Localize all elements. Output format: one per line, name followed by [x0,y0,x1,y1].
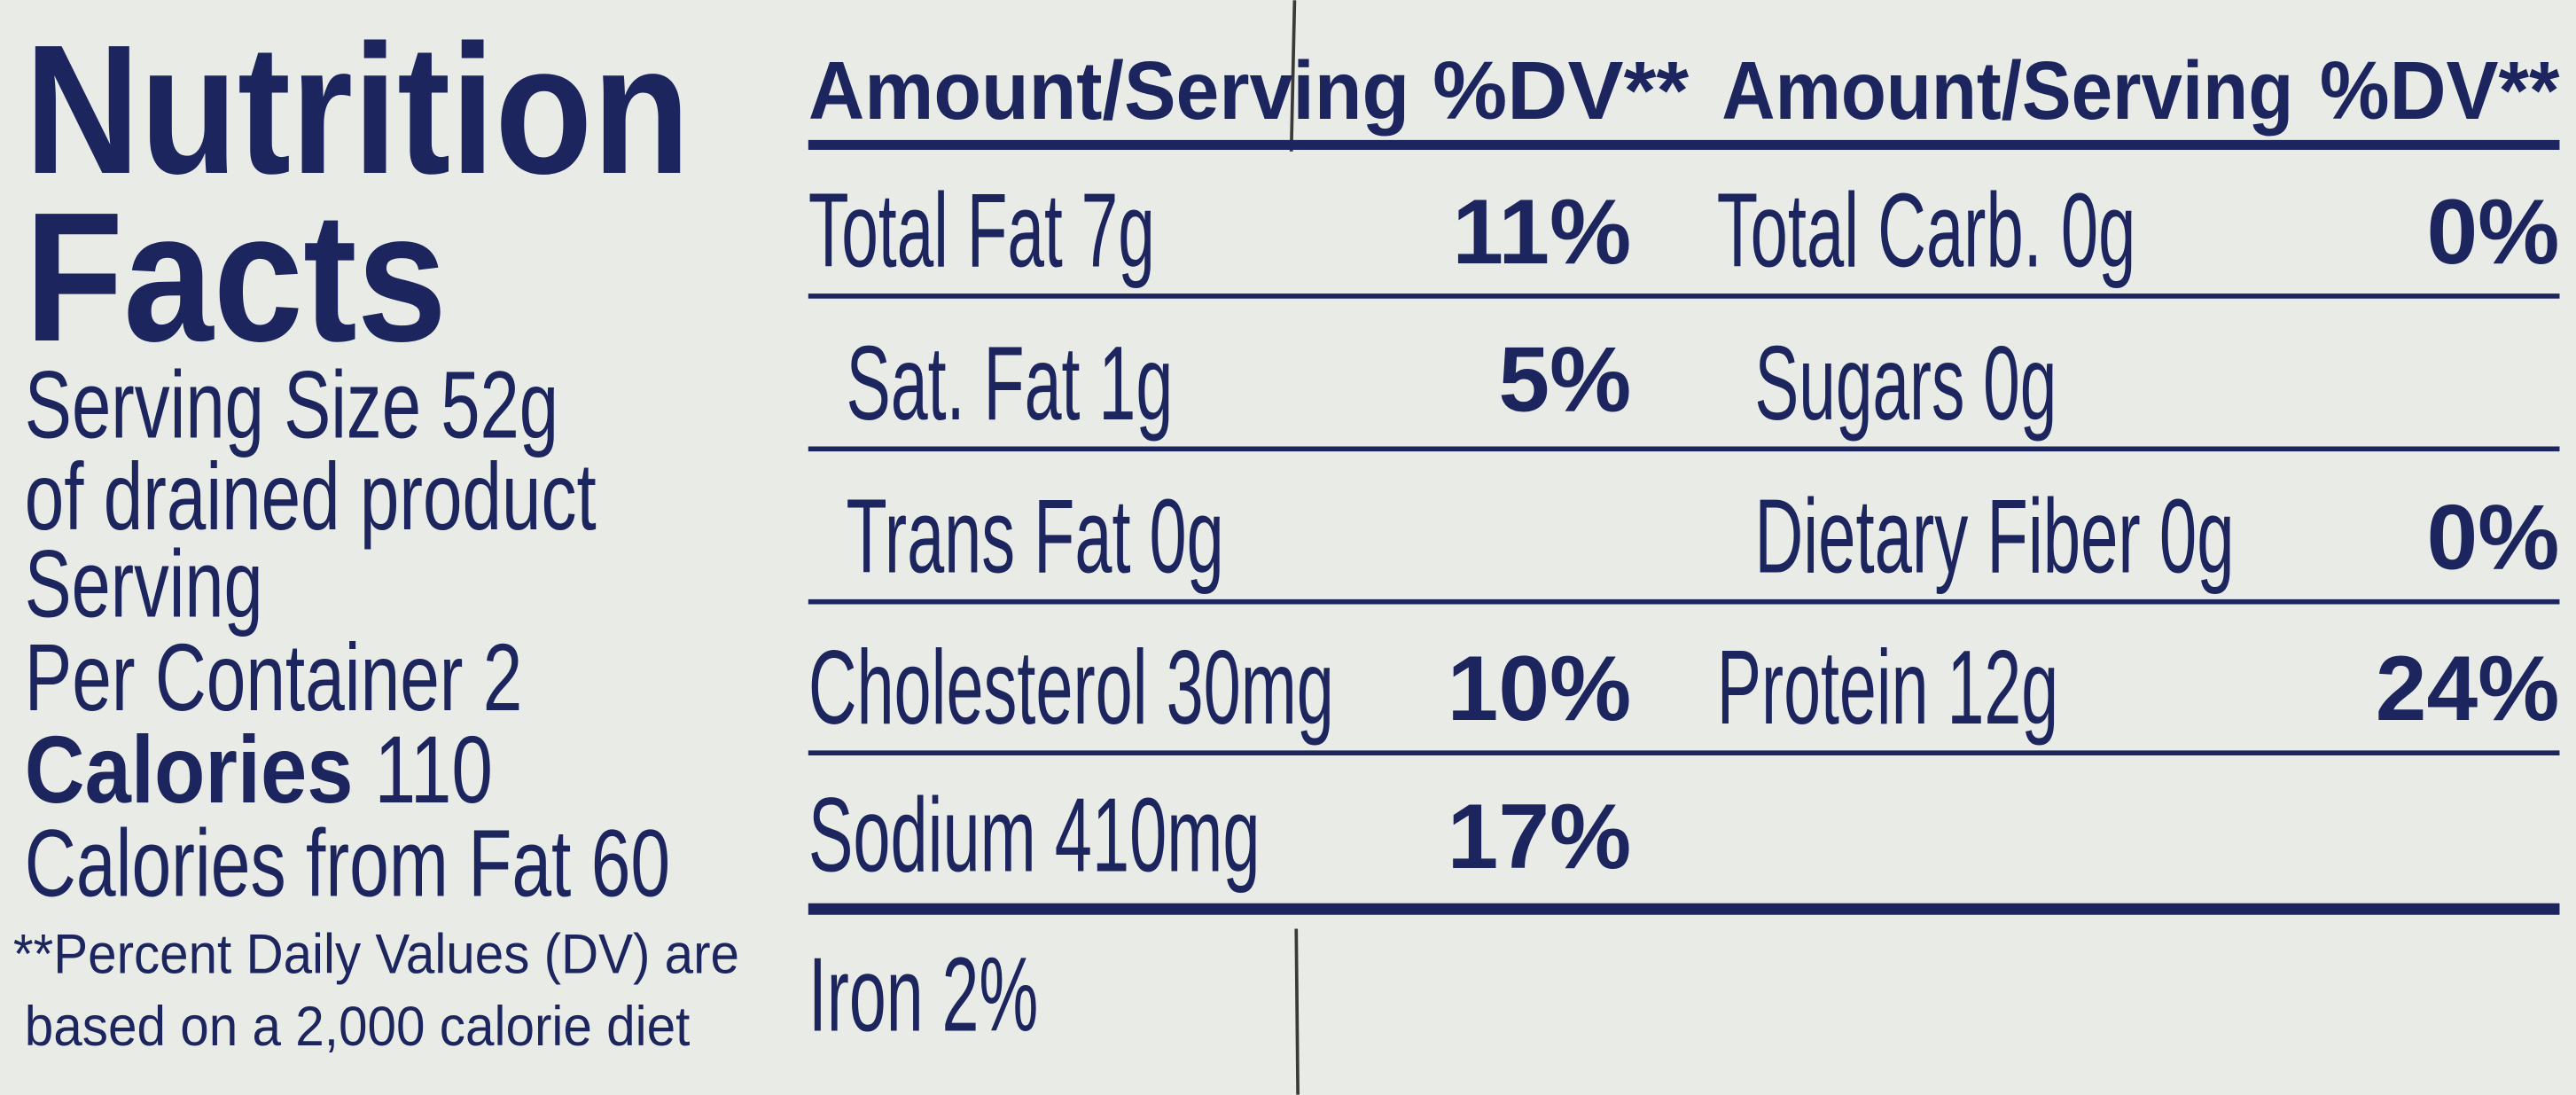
serving-text: Serving Size 52g [25,351,558,458]
percent-dv: 5% [1498,328,1631,431]
footnote: based on a 2,000 calorie diet [25,996,691,1058]
fold-line [1294,928,1300,1095]
percent-dv: 17% [1448,785,1632,888]
nutrient: Dietary Fiber 0g [1754,478,2234,595]
percent-dv: 11% [1452,180,1631,283]
nutrient: Sat. Fat 1g [846,325,1173,442]
fold-line [1289,0,1297,152]
nutrient: Sugars 0g [1754,325,2057,442]
calories-from-fat: Calories from Fat 60 [25,810,670,916]
serving-text: Per Container 2 [25,624,523,731]
nutrient: Cholesterol 30mg [808,630,1334,747]
header: Amount/Serving [1721,44,2293,137]
percent-dv: 0% [2426,180,2559,283]
title: Facts [25,174,447,379]
iron: Iron 2% [808,936,1038,1053]
percent-dv: 24% [2376,637,2560,739]
calories-label: Calories [25,716,354,823]
nutrient: Total Fat 7g [808,173,1155,290]
nutrient: Sodium 410mg [808,778,1261,895]
percent-dv: 0% [2426,486,2559,589]
header: Amount/Serving [808,44,1409,137]
nutrient: Total Carb. 0g [1717,173,2136,290]
header: %DV** [1432,44,1689,137]
header: %DV** [2320,44,2560,137]
calories-value: 110 [375,716,493,823]
serving-text: Serving [25,530,263,637]
footnote: **Percent Daily Values (DV) are [13,924,739,986]
nutrient: Protein 12g [1717,630,2058,747]
percent-dv: 10% [1448,637,1632,739]
serving-text: of drained product [25,443,597,550]
nutrient: Trans Fat 0g [846,478,1223,595]
title: Nutrition [25,6,691,212]
